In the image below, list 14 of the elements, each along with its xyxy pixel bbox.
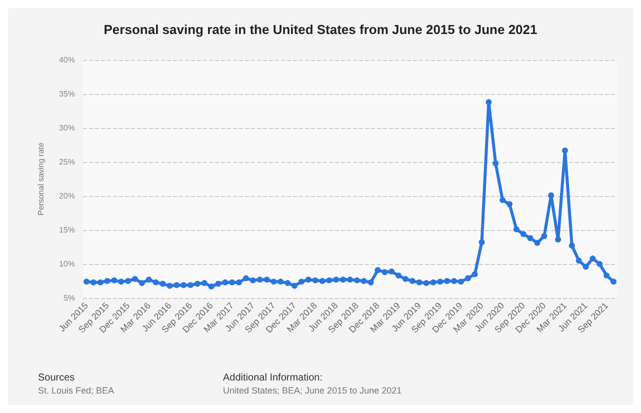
text: St. Louis Fed; BEA (38, 386, 114, 396)
y-tick-label: 35% (58, 90, 75, 98)
y-tick-label: 40% (58, 56, 75, 64)
y-tick-label: 10% (58, 260, 75, 268)
y-tick-label: 20% (58, 192, 75, 200)
chart-title: Personal saving rate in the United States from June 2015 to June 2021 (104, 22, 538, 37)
text: Additional Information: (223, 372, 323, 384)
y-tick-label: 30% (58, 124, 75, 132)
text: United States; BEA; June 2015 to June 2021 (223, 386, 402, 396)
y-tick-label: 5% (63, 294, 75, 302)
y-tick-label: 15% (58, 226, 75, 234)
text: Sources (38, 372, 75, 384)
y-axis-title: Personal saving rate (36, 142, 46, 216)
y-tick-label: 25% (58, 158, 75, 166)
